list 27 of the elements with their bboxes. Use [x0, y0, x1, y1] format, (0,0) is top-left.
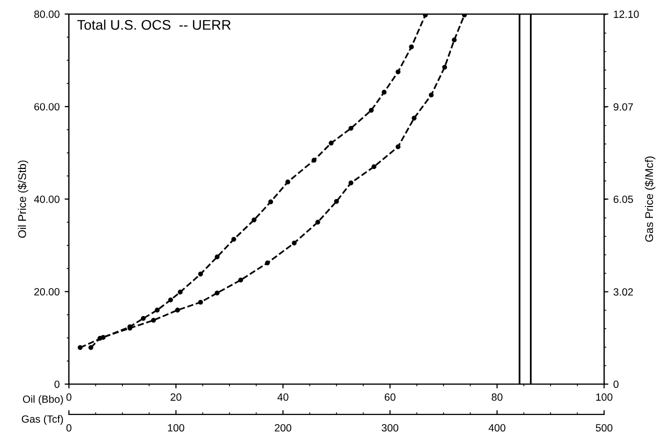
x-tick-label: 40	[277, 393, 288, 401]
x-tick-label: 0	[66, 393, 72, 401]
x2-tick-label: 0	[66, 424, 72, 432]
y2-tick-label: 3.02	[614, 288, 633, 296]
y-tick-label: 80.00	[34, 10, 60, 18]
x-tick-label: 20	[170, 393, 182, 401]
x2-tick-label: 200	[274, 424, 292, 432]
y2-tick-label: 6.05	[614, 196, 633, 203]
y2-tick-label: 9.07	[614, 103, 633, 111]
y2-axis-title: Gas Price ($/Mcf)	[644, 156, 656, 242]
x2-tick-label: 100	[168, 424, 184, 432]
x-tick-label: 100	[596, 393, 612, 401]
chart-title: Total U.S. OCS -- UERR	[77, 20, 231, 30]
x2-axis-title: Gas (Tcf)	[22, 415, 63, 425]
x-tick-label: 60	[384, 393, 396, 401]
y-tick-label: 20.00	[34, 288, 60, 296]
y-tick-label: 40.00	[34, 196, 60, 203]
y2-tick-label: 0	[614, 380, 619, 388]
x2-tick-label: 500	[596, 424, 612, 432]
x2-tick-label: 300	[382, 424, 398, 432]
x2-tick-label: 400	[488, 424, 506, 432]
y2-tick-label: 12.10	[614, 10, 639, 18]
y-tick-label: 0	[54, 380, 60, 388]
y-tick-label: 60.00	[34, 103, 60, 110]
x-tick-label: 80	[492, 393, 502, 401]
y-axis-title: Oil Price ($/Stb)	[18, 160, 28, 238]
x-axis-title: Oil (Bbo)	[22, 395, 63, 405]
